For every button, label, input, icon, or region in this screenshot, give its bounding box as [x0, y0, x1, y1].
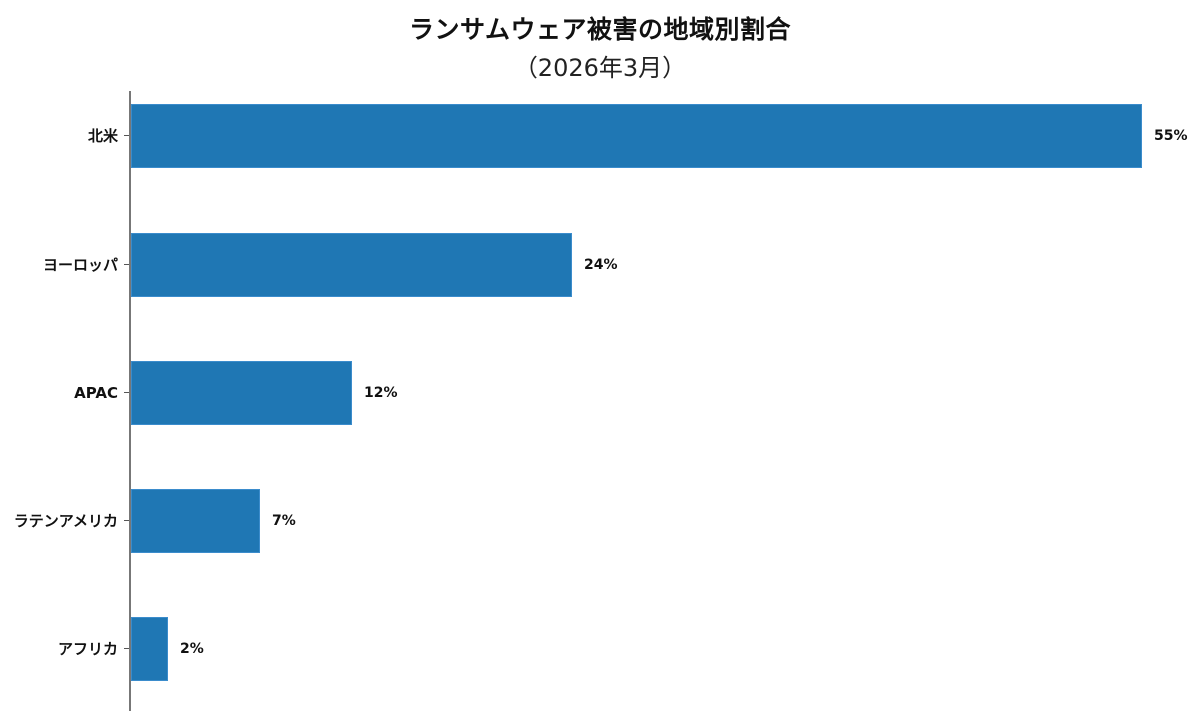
chart-title: ランサムウェア被害の地域別割合 — [408, 15, 791, 44]
y-tick — [124, 520, 129, 521]
bar-row-apac: APAC 12% — [0, 361, 1200, 425]
category-label: APAC — [74, 384, 118, 402]
bar — [131, 361, 352, 425]
value-label: 55% — [1154, 128, 1188, 144]
y-axis-line — [129, 91, 131, 711]
bar — [131, 233, 572, 297]
category-label: アフリカ — [57, 640, 118, 658]
value-label: 7% — [272, 513, 296, 529]
category-label: 北米 — [87, 127, 118, 145]
y-tick — [124, 392, 129, 393]
bar-row-africa: アフリカ 2% — [0, 617, 1200, 681]
value-label: 24% — [584, 257, 618, 273]
y-tick — [124, 648, 129, 649]
bar — [131, 489, 260, 553]
y-tick — [124, 135, 129, 136]
bar-row-europe: ヨーロッパ 24% — [0, 233, 1200, 297]
bar — [131, 104, 1142, 168]
bar-row-north-america: 北米 55% — [0, 104, 1200, 168]
value-label: 12% — [364, 385, 398, 401]
value-label: 2% — [180, 641, 204, 657]
bar-row-latin-america: ラテンアメリカ 7% — [0, 489, 1200, 553]
y-tick — [124, 264, 129, 265]
category-label: ラテンアメリカ — [13, 512, 118, 530]
category-label: ヨーロッパ — [42, 256, 118, 274]
bar — [131, 617, 168, 681]
chart-subtitle: （2026年3月） — [513, 54, 687, 82]
